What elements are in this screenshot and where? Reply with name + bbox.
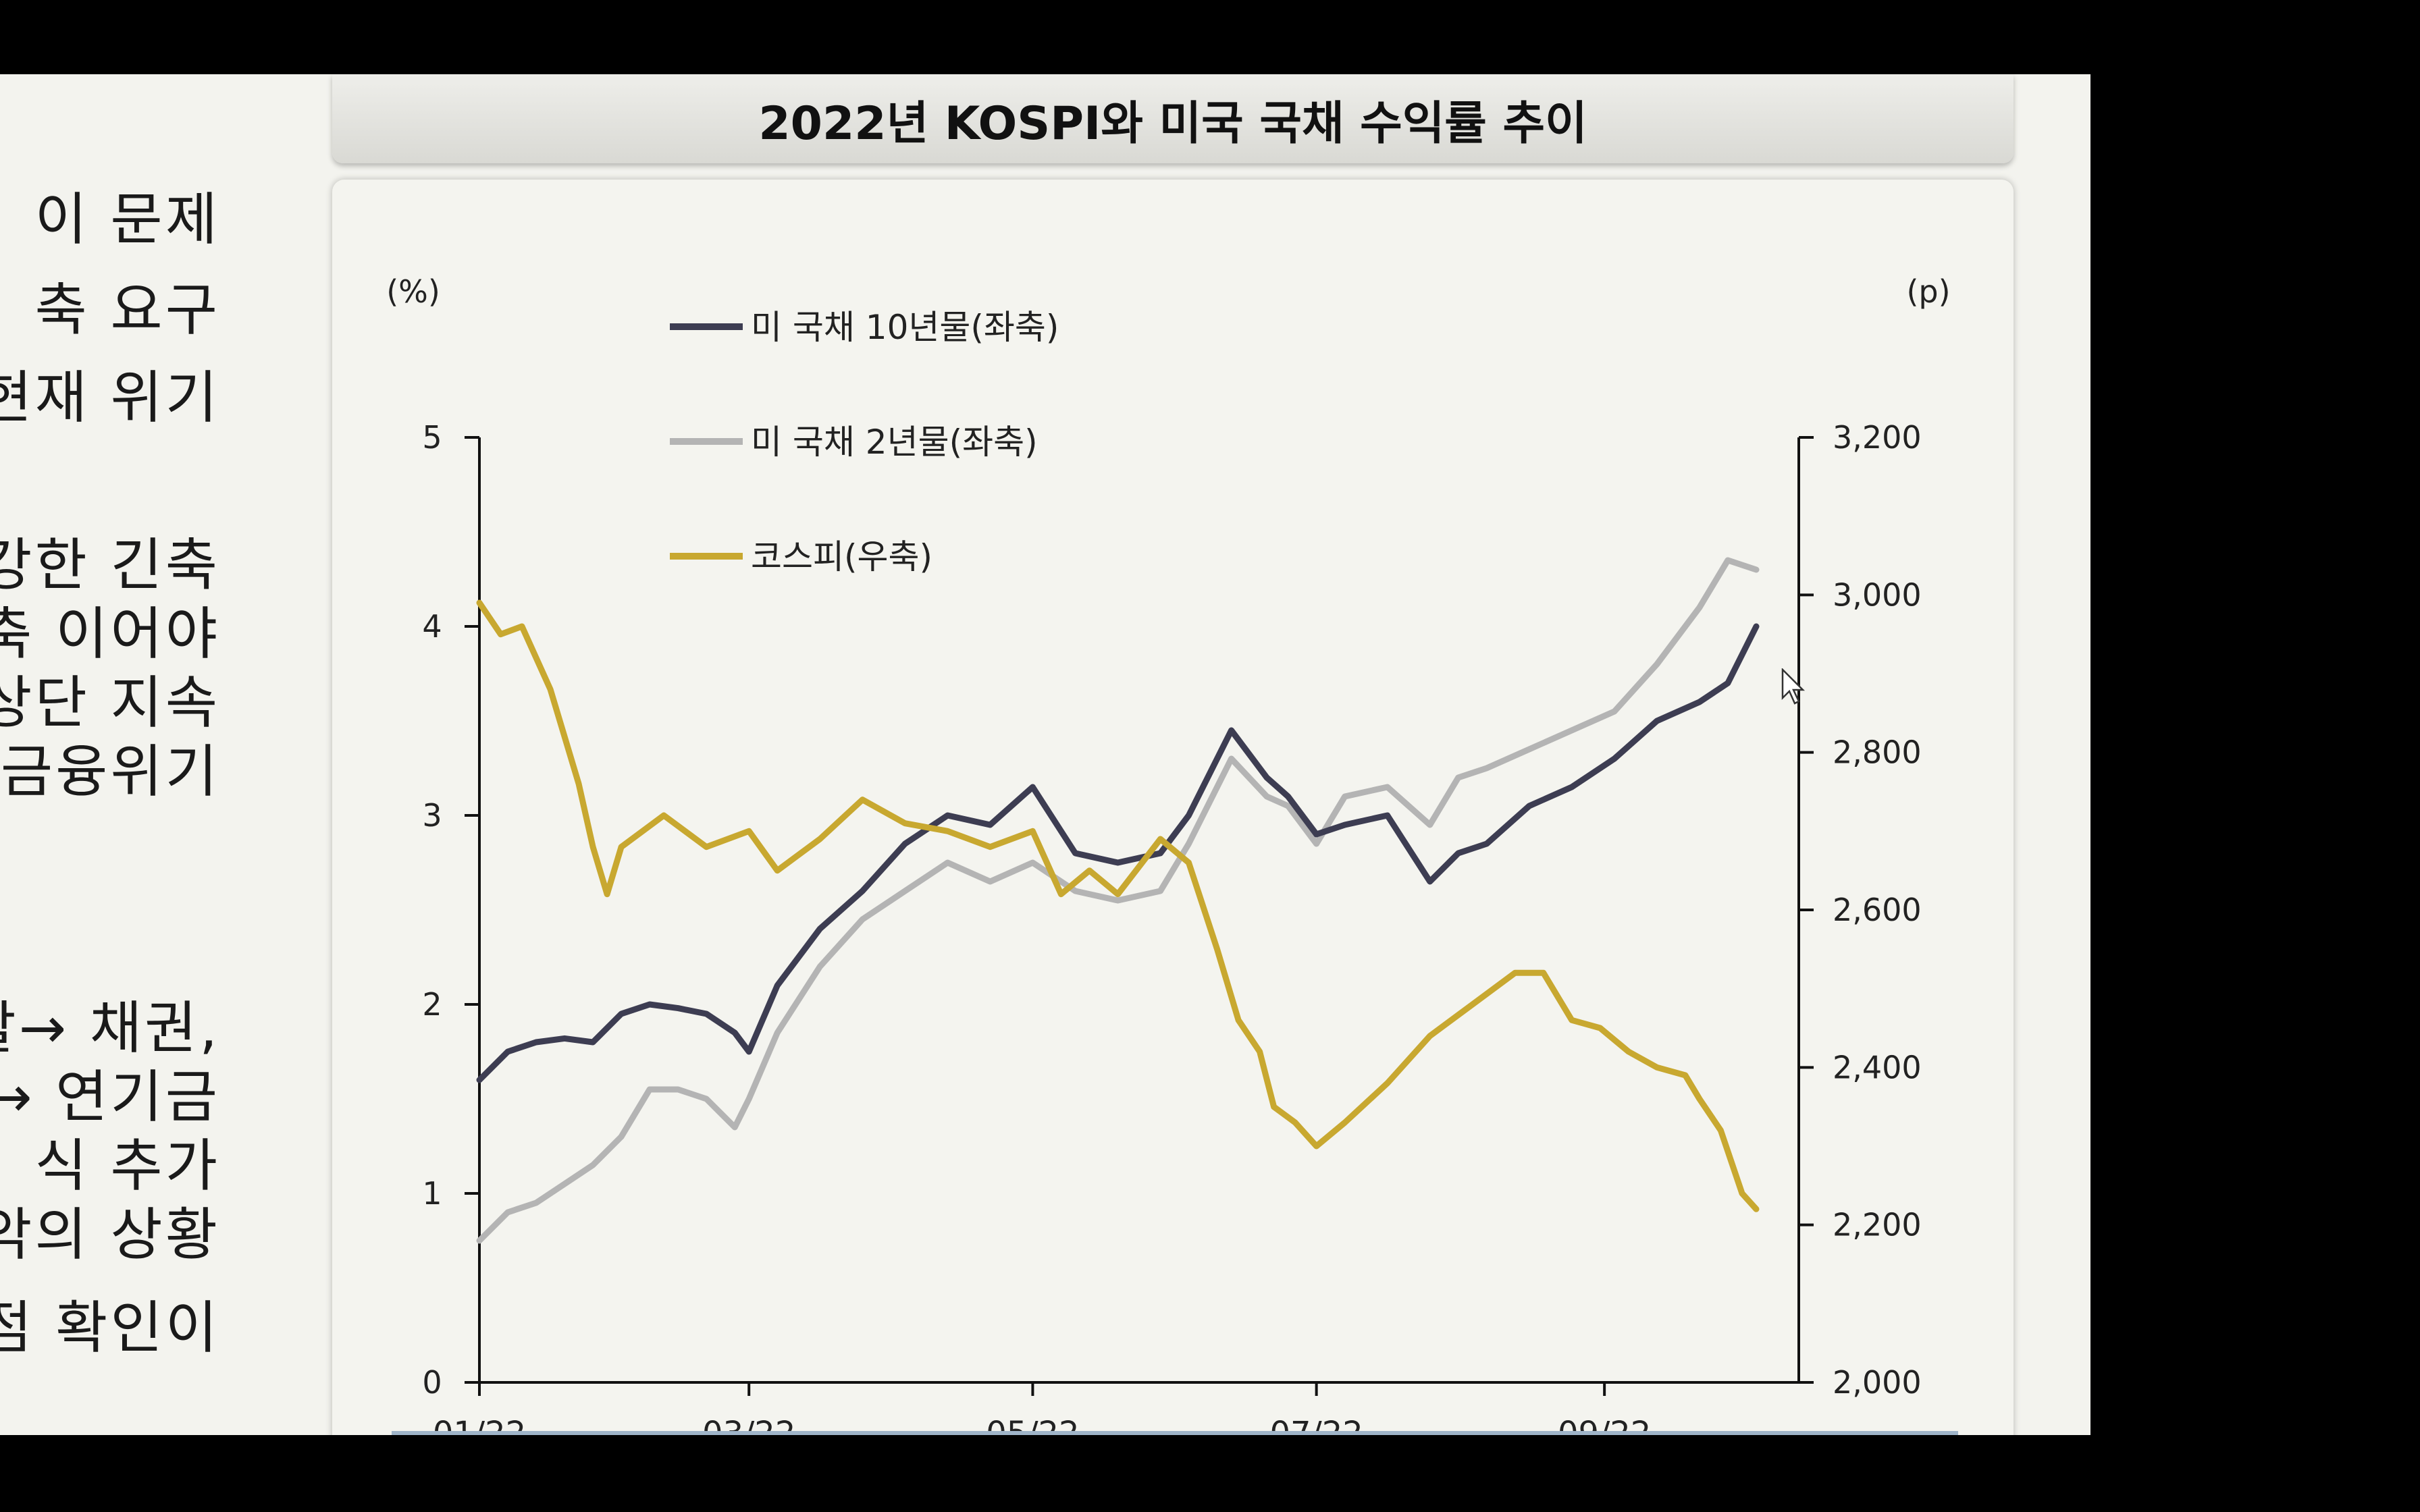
left-y-tick-label: 3: [422, 797, 442, 834]
left-text-line: 할→ 채권,: [0, 995, 220, 1061]
bottom-divider: [392, 1431, 1958, 1435]
line-chart: (%) (p) 0 1 2 3 4 5 2,000 2,200 2,400 2,600 2,800 3,0…: [386, 273, 1950, 1435]
right-y-tick-label: 3,000: [1833, 576, 1922, 613]
right-y-tick-label: 3,200: [1833, 419, 1922, 456]
chart-title: 2022년 KOSPI와 미국 국채 수익률 추이: [758, 97, 1587, 151]
legend-label: 코스피(우축): [751, 537, 932, 576]
slide: 이 문제 축 요구 현재 위기 강한 긴축 축 이어야 상단 지속 금융위기 할…: [0, 74, 2090, 1435]
right-y-tick-label: 2,600: [1833, 892, 1922, 928]
left-y-tick-label: 0: [422, 1364, 442, 1401]
left-text-line: → 연기금: [0, 1064, 220, 1130]
mouse-cursor-icon: [1781, 668, 1806, 705]
series-line-0: [476, 623, 1760, 1083]
left-text-line: 강한 긴축: [0, 532, 220, 598]
legend-label: 미 국채 2년물(좌축): [751, 423, 1038, 462]
left-y-tick-label: 2: [422, 986, 442, 1023]
left-y-tick-label: 5: [422, 419, 442, 456]
left-text-line: 이 문제: [34, 186, 220, 252]
left-y-tick-label: 1: [422, 1175, 442, 1212]
chart-panel: (%) (p) 0 1 2 3 4 5 2,000 2,200 2,400 2,600 2,800 3,0…: [332, 180, 2014, 1435]
right-y-tick-label: 2,000: [1833, 1364, 1922, 1401]
left-text-line: 축 요구: [34, 277, 220, 343]
left-text-line: 현재 위기: [0, 364, 220, 431]
left-axis-unit: (%): [386, 273, 440, 310]
legend-label: 미 국채 10년물(좌축): [751, 308, 1059, 347]
series-line-1: [476, 557, 1760, 1244]
right-axis-unit: (p): [1906, 273, 1950, 310]
left-y-tick-label: 4: [422, 608, 442, 645]
left-text-panel: 이 문제 축 요구 현재 위기 강한 긴축 축 이어야 상단 지속 금융위기 할…: [0, 74, 223, 1435]
left-text-line: 점 확인이: [0, 1295, 220, 1361]
left-text-line: 축 이어야: [0, 601, 220, 667]
series-line-2: [476, 599, 1760, 1212]
right-y-tick-label: 2,800: [1833, 734, 1922, 771]
left-text-line: 상단 지속: [0, 670, 220, 736]
left-text-line: 식 추가: [34, 1133, 220, 1199]
left-text-line: 금융위기: [0, 738, 220, 805]
right-y-tick-label: 2,400: [1833, 1049, 1922, 1085]
chart-title-box: 2022년 KOSPI와 미국 국채 수익률 추이: [332, 74, 2014, 163]
left-text-line: 악의 상황: [0, 1202, 220, 1268]
right-y-tick-label: 2,200: [1833, 1207, 1922, 1243]
